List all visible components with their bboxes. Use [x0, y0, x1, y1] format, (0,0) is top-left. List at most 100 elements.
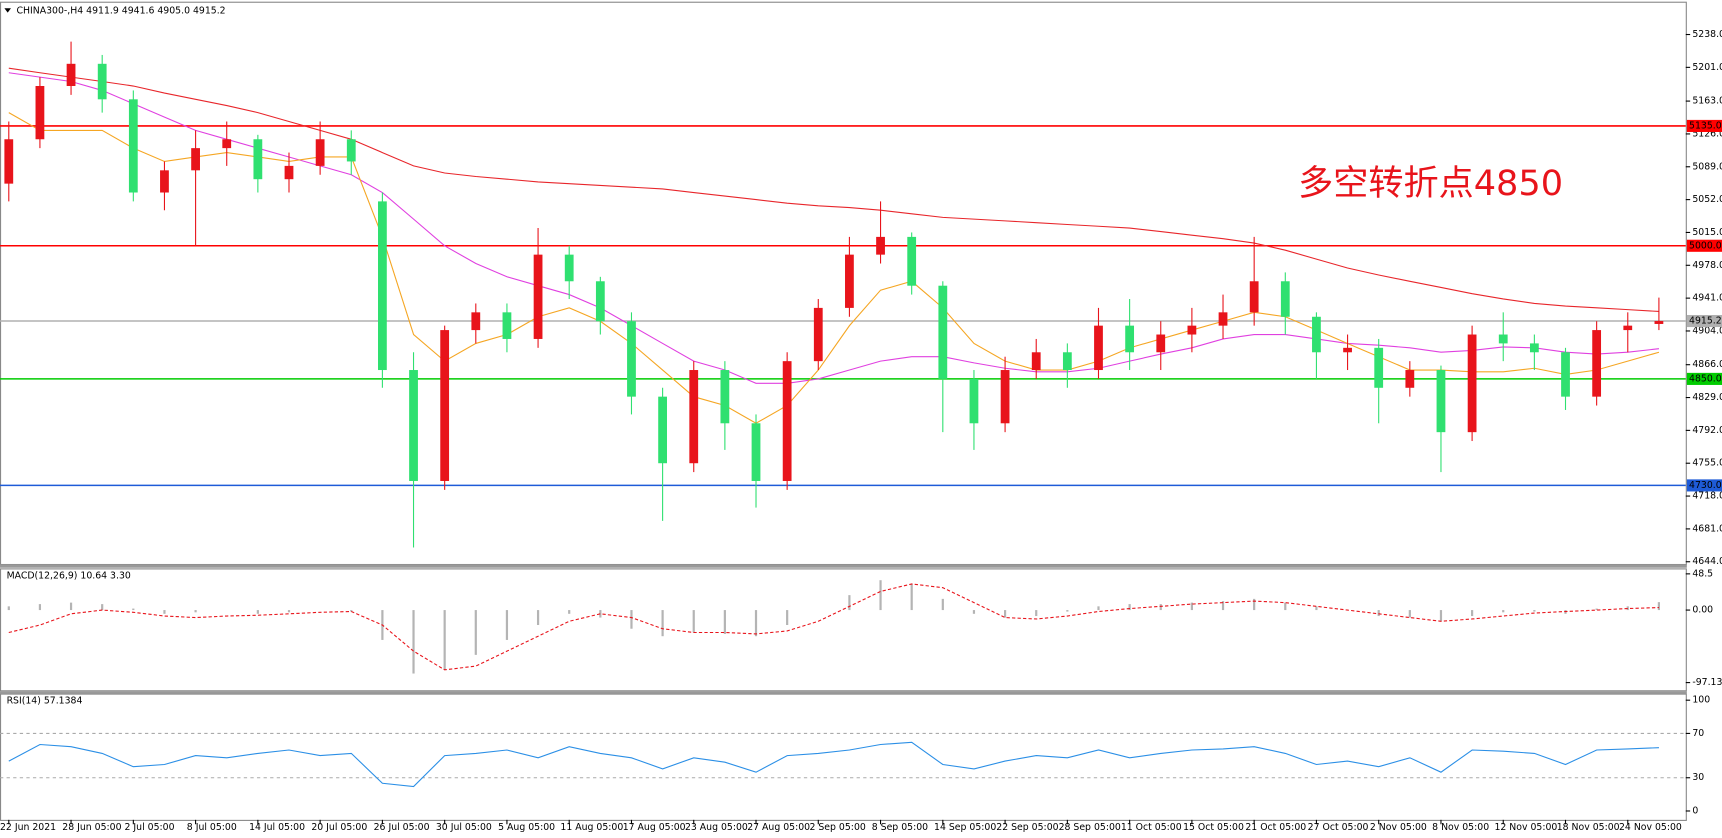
y-tick-label: 100 — [1692, 695, 1710, 706]
candle-body — [533, 254, 543, 339]
rsi-line — [8, 741, 1659, 788]
y-tick-label: 4755.0 — [1692, 458, 1722, 469]
x-tick-label: 11 Oct 05:00 — [1121, 822, 1182, 833]
candle-body — [191, 148, 200, 171]
y-tick-label: 70 — [1692, 728, 1704, 739]
candle-body — [1498, 334, 1508, 344]
candle-body — [440, 330, 450, 481]
y-tick-label: 4718.0 — [1692, 491, 1722, 502]
y-tick-label: -97.13 — [1692, 677, 1722, 688]
candle-body — [876, 236, 885, 255]
x-tick-label: 14 Jul 05:00 — [249, 822, 305, 833]
x-tick-label: 15 Oct 05:00 — [1183, 822, 1244, 833]
macd-panel-frame — [0, 568, 1687, 692]
candle-body — [97, 63, 107, 100]
x-tick-label: 26 Jul 05:00 — [374, 822, 430, 833]
x-tick-label: 28 Sep 05:00 — [1059, 822, 1121, 833]
candle-body — [1156, 334, 1166, 353]
y-tick-label: 4866.0 — [1692, 359, 1722, 370]
x-tick-label: 8 Nov 05:00 — [1432, 822, 1489, 833]
candle-body — [378, 201, 387, 371]
candle-body — [1249, 281, 1259, 313]
annotation: 多空转折点4850 — [1298, 163, 1563, 204]
y-tick-label: 4978.0 — [1692, 260, 1722, 271]
candle-body — [66, 63, 76, 86]
candle-body — [845, 254, 854, 308]
candle-body — [502, 312, 512, 339]
candle-body — [35, 85, 45, 140]
candle-body — [1405, 370, 1415, 388]
rsi-title: RSI(14) 57.1384 — [7, 696, 83, 707]
candle-body — [689, 370, 699, 464]
x-tick-label: 23 Aug 05:00 — [685, 822, 748, 833]
candle-body — [938, 285, 948, 379]
y-tick-label: 5126.0 — [1692, 128, 1722, 139]
candle-body — [409, 370, 418, 481]
candle-body — [1529, 343, 1539, 353]
x-tick-label: 20 Jul 05:00 — [311, 822, 367, 833]
candle-body — [4, 139, 14, 184]
x-tick-label: 27 Oct 05:00 — [1308, 822, 1369, 833]
level-label: 4850.0 — [1689, 373, 1722, 384]
x-tick-label: 30 Jul 05:00 — [436, 822, 492, 833]
candle-body — [782, 361, 792, 481]
y-tick-label: 0 — [1692, 805, 1698, 816]
candle-body — [1592, 330, 1602, 397]
candle-body — [1654, 321, 1664, 324]
moving-average — [8, 112, 1660, 424]
y-tick-label: 4941.0 — [1692, 293, 1722, 304]
x-tick-label: 2 Sep 05:00 — [809, 822, 865, 833]
candle-body — [253, 139, 263, 180]
candle-body — [813, 307, 823, 362]
y-tick-label: 4644.0 — [1692, 556, 1722, 567]
candle-body — [1467, 334, 1477, 433]
level-label-box — [1686, 479, 1722, 492]
level-label-box — [1686, 119, 1722, 132]
candle-body — [1094, 325, 1103, 371]
y-tick-label: 5201.0 — [1692, 62, 1722, 73]
y-tick-label: 4904.0 — [1692, 325, 1722, 336]
level-label-box — [1686, 314, 1722, 328]
moving-average — [8, 67, 1659, 313]
y-tick-label: 5015.0 — [1692, 227, 1722, 238]
candle-body — [1218, 312, 1228, 326]
candle-body — [160, 170, 169, 193]
y-tick-label: 5163.0 — [1692, 96, 1722, 107]
candle-body — [346, 139, 356, 162]
candle-body — [1374, 347, 1384, 388]
y-tick-label: 48.5 — [1692, 568, 1713, 579]
x-tick-label: 18 Nov 05:00 — [1557, 822, 1620, 833]
x-tick-label: 27 Aug 05:00 — [747, 822, 810, 833]
menu-triangle — [4, 8, 11, 13]
level-label: 4730.0 — [1689, 480, 1722, 491]
macd-title: MACD(12,26,9) 10.64 3.30 — [7, 571, 131, 582]
candle-body — [1561, 352, 1570, 397]
candle-body — [720, 370, 730, 424]
level-label-box — [1686, 239, 1722, 252]
level-label: 5135.0 — [1689, 120, 1722, 131]
candle-body — [907, 236, 917, 286]
level-label-box — [1686, 372, 1722, 385]
x-tick-label: 5 Aug 05:00 — [498, 822, 555, 833]
x-tick-label: 22 Sep 05:00 — [996, 822, 1058, 833]
y-tick-label: 5052.0 — [1692, 194, 1722, 205]
candle-body — [128, 99, 138, 193]
x-tick-label: 14 Sep 05:00 — [934, 822, 996, 833]
candle-body — [1187, 325, 1197, 335]
candle-body — [1343, 347, 1352, 353]
x-tick-label: 24 Nov 05:00 — [1619, 822, 1682, 833]
candle-body — [595, 281, 605, 322]
y-tick-label: 4829.0 — [1692, 392, 1722, 403]
candle-body — [627, 321, 636, 397]
moving-average — [8, 72, 1660, 384]
y-tick-label: 0.00 — [1692, 605, 1713, 616]
candle-body — [1312, 316, 1321, 353]
x-tick-label: 8 Sep 05:00 — [872, 822, 928, 833]
macd-signal — [8, 583, 1659, 671]
candle-body — [471, 312, 481, 331]
candle-body — [1436, 370, 1446, 433]
x-tick-label: 28 Jun 05:00 — [62, 822, 121, 833]
y-tick-label: 4792.0 — [1692, 425, 1722, 436]
